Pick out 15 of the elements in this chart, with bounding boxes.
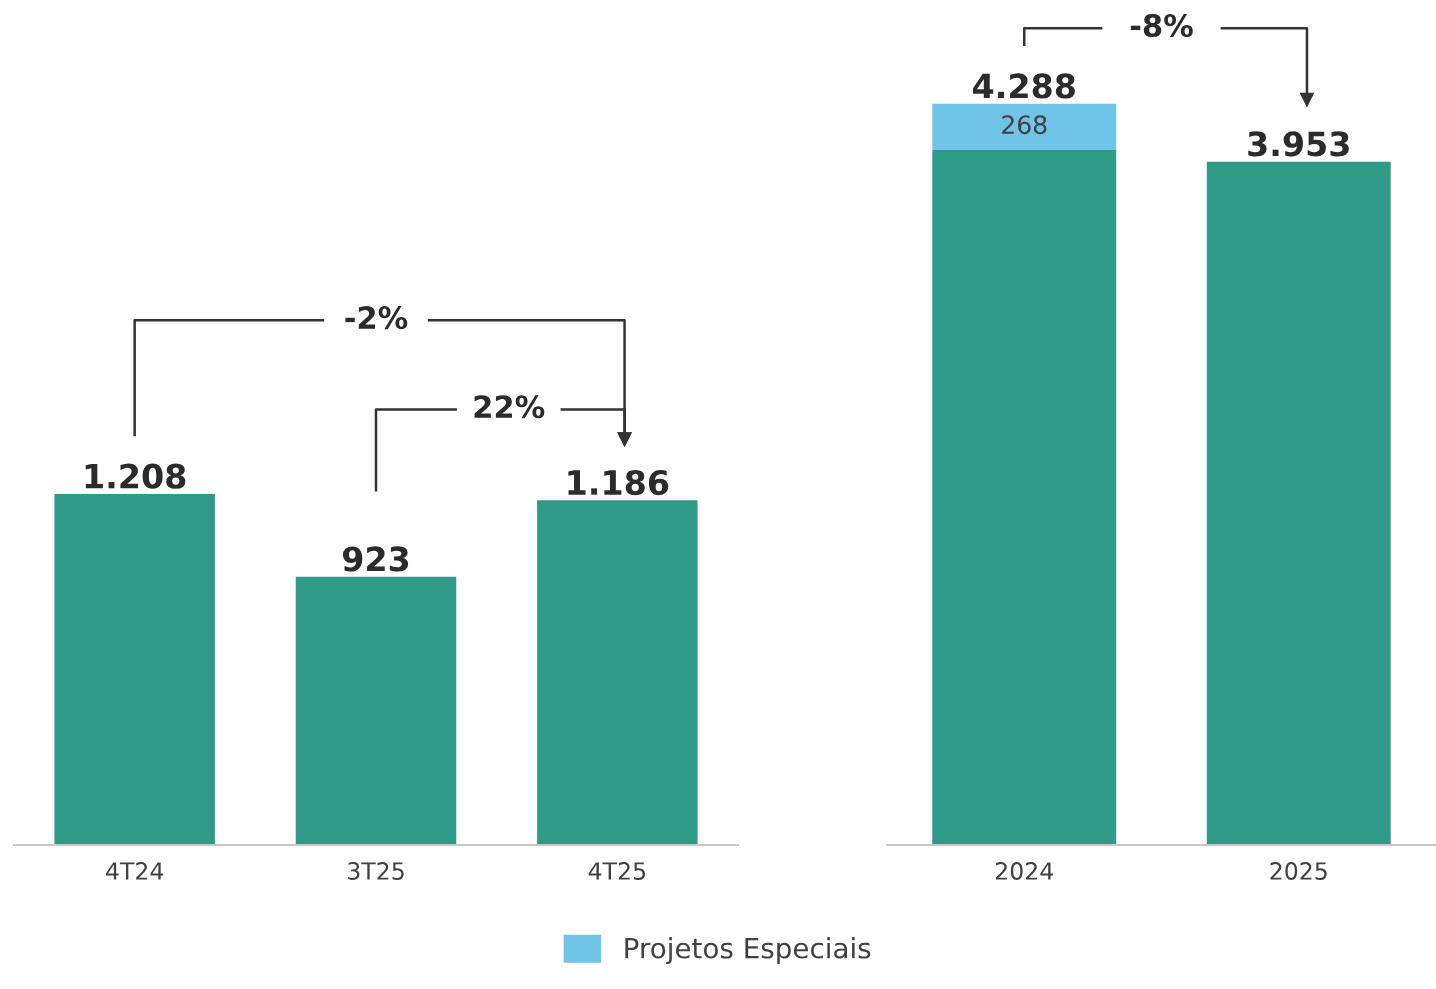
legend-label: Projetos Especiais [625,937,871,964]
x-tick-label: 2024 [995,862,1053,880]
total-label: 3.953 [1248,131,1349,157]
x-tick-label: 4T25 [588,862,646,880]
total-label: 4.288 [973,73,1075,99]
data-label: 268 [1002,115,1047,135]
x-tick-label: 4T24 [106,862,164,880]
x-tick-label: 3T25 [348,862,404,880]
text: -8% [1130,14,1193,38]
text: 22% [474,395,545,419]
data-label: 923 [342,546,409,572]
x-tick-label: 2025 [1270,862,1327,880]
text: -2% [345,306,408,330]
data-label: 1.208 [85,463,186,489]
data-label: 1.186 [568,469,669,496]
